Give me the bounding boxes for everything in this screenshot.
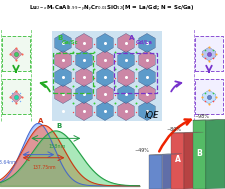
Bar	[114, 53, 157, 93]
Text: ~80%: ~80%	[167, 126, 182, 132]
Polygon shape	[139, 33, 155, 53]
Polygon shape	[171, 132, 203, 133]
Polygon shape	[139, 84, 155, 104]
Text: B: B	[196, 149, 202, 158]
Text: 158nm: 158nm	[49, 144, 66, 149]
Text: B: B	[57, 35, 63, 41]
Polygon shape	[139, 101, 155, 121]
Bar	[2, 79, 30, 114]
Text: A: A	[129, 35, 135, 41]
Text: Gd/La: Gd/La	[135, 40, 153, 45]
Polygon shape	[118, 101, 134, 121]
Polygon shape	[10, 91, 22, 103]
Bar	[53, 53, 93, 93]
Polygon shape	[184, 132, 203, 189]
Text: A: A	[38, 118, 43, 124]
Polygon shape	[118, 67, 134, 87]
Polygon shape	[55, 84, 71, 104]
Polygon shape	[97, 67, 113, 87]
Polygon shape	[206, 119, 225, 189]
Text: A: A	[175, 155, 180, 164]
Text: B: B	[57, 123, 62, 129]
Polygon shape	[76, 67, 92, 87]
Polygon shape	[193, 119, 225, 120]
Polygon shape	[97, 50, 113, 70]
Polygon shape	[76, 50, 92, 70]
Polygon shape	[202, 47, 216, 61]
Polygon shape	[76, 101, 92, 121]
Bar	[193, 120, 206, 189]
Text: Lu$_{2-x}$M$_x$CaAl$_{3.99-y}$N$_y$Cr$_{0.01}$SiO$_{12}$(M = La/Gd; N = Sc/Ga): Lu$_{2-x}$M$_x$CaAl$_{3.99-y}$N$_y$Cr$_{…	[29, 4, 195, 14]
Bar	[52, 31, 162, 121]
Bar	[171, 133, 184, 189]
Polygon shape	[55, 67, 71, 87]
Polygon shape	[97, 101, 113, 121]
Text: ~98%: ~98%	[195, 114, 210, 119]
Bar	[195, 79, 223, 114]
Polygon shape	[55, 50, 71, 70]
Polygon shape	[118, 50, 134, 70]
Polygon shape	[118, 33, 134, 53]
Polygon shape	[162, 154, 182, 189]
Polygon shape	[149, 154, 182, 155]
Text: Ga/Sc: Ga/Sc	[62, 40, 78, 45]
Text: 108.64nm: 108.64nm	[0, 160, 17, 165]
Text: IQE: IQE	[145, 111, 159, 119]
Polygon shape	[139, 50, 155, 70]
Text: ~49%: ~49%	[135, 148, 150, 153]
Polygon shape	[76, 84, 92, 104]
Bar	[195, 36, 223, 71]
Polygon shape	[76, 33, 92, 53]
Bar	[2, 36, 30, 71]
Polygon shape	[97, 84, 113, 104]
Text: 137.75nm: 137.75nm	[32, 165, 56, 170]
Bar	[149, 155, 162, 189]
Polygon shape	[118, 84, 134, 104]
Polygon shape	[202, 90, 216, 104]
Polygon shape	[139, 67, 155, 87]
Polygon shape	[97, 33, 113, 53]
Polygon shape	[10, 48, 22, 60]
Polygon shape	[55, 33, 71, 53]
